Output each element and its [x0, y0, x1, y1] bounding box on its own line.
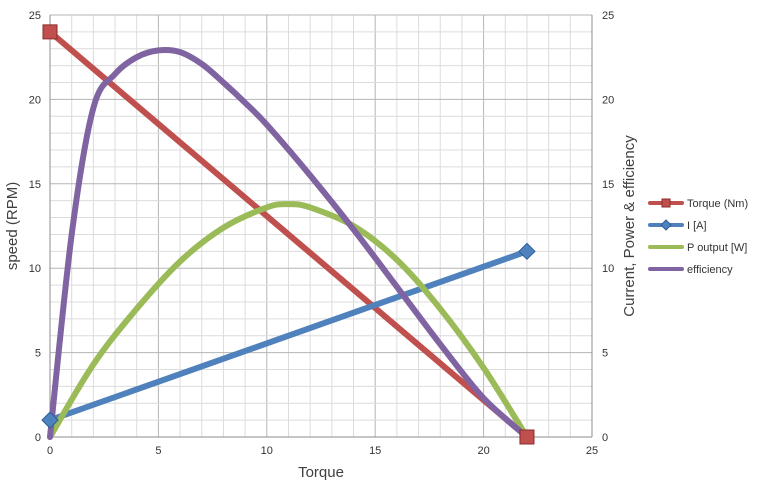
legend-label-p-output-w: P output [W]	[687, 242, 747, 254]
x-tick-label: 15	[369, 445, 381, 457]
y2-tick-label: 0	[602, 432, 608, 444]
x-tick-label: 10	[261, 445, 273, 457]
x-tick-label: 25	[586, 445, 598, 457]
x-tick-label: 20	[477, 445, 489, 457]
tick-labels: 0 5 10 15 20 25 0 5 10 15 20 25 0 5 10 15 20 25	[29, 10, 615, 457]
x-tick-label: 0	[47, 445, 53, 457]
y-tick-label: 20	[29, 94, 41, 106]
y-tick-label: 5	[35, 348, 41, 360]
legend-label-efficiency: efficiency	[687, 264, 733, 276]
data-point-i-a	[518, 242, 536, 261]
series-line-i-a	[47, 248, 530, 424]
legend-label-torque-nm: Torque (Nm)	[687, 198, 748, 210]
x-axis-label: Torque	[298, 464, 344, 481]
y-tick-label: 15	[29, 179, 41, 191]
legend-marker-torque-nm	[661, 198, 671, 208]
x-tick-label: 5	[155, 445, 161, 457]
y-tick-label: 0	[35, 432, 41, 444]
data-point-torque-nm	[519, 429, 535, 445]
y-tick-label: 25	[29, 10, 41, 22]
data-point-torque-nm	[42, 24, 58, 40]
y2-tick-label: 15	[602, 179, 614, 191]
grid	[49, 14, 593, 438]
legend-marker-i-a	[660, 219, 672, 231]
series-line-efficiency	[47, 47, 530, 440]
y2-tick-label: 25	[602, 10, 614, 22]
y-tick-label: 10	[29, 263, 41, 275]
y2-tick-label: 20	[602, 94, 614, 106]
series-markers	[41, 24, 536, 445]
y2-tick-label: 10	[602, 263, 614, 275]
data-point-i-a	[41, 411, 59, 429]
series-line-torque-nm	[47, 28, 530, 440]
y2-tick-label: 5	[602, 348, 608, 360]
axes	[49, 15, 593, 438]
series-lines	[47, 28, 530, 440]
legend-label-i-a: I [A]	[687, 220, 707, 232]
y2-axis-label: Current, Power & efficiency	[621, 135, 638, 317]
legend: Torque (Nm) I [A] P output [W] efficiency	[648, 198, 748, 276]
series-line-p-output-w	[47, 201, 530, 440]
y-axis-label: speed (RPM)	[4, 182, 21, 270]
